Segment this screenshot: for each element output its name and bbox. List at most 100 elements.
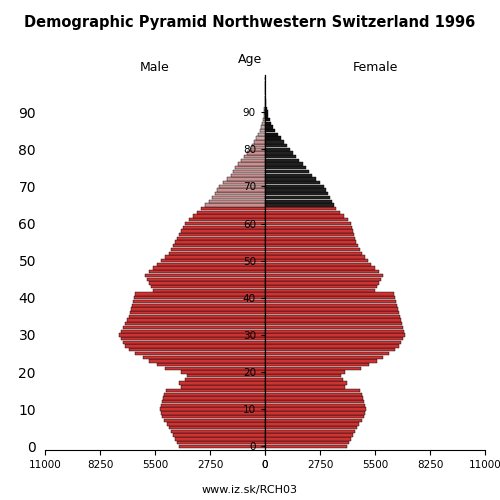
Bar bbox=[205, 204, 265, 206]
Bar bbox=[130, 311, 265, 314]
Bar bbox=[171, 248, 265, 251]
Bar bbox=[161, 259, 265, 262]
Bar bbox=[129, 314, 265, 318]
Bar bbox=[265, 196, 330, 199]
Bar bbox=[265, 158, 299, 162]
Bar bbox=[265, 188, 326, 192]
Bar bbox=[153, 266, 265, 270]
Bar bbox=[265, 392, 362, 396]
Bar bbox=[149, 359, 265, 362]
Bar bbox=[185, 378, 265, 381]
Bar bbox=[247, 152, 265, 154]
Bar bbox=[121, 330, 265, 333]
Bar bbox=[185, 222, 265, 225]
Bar bbox=[265, 262, 371, 266]
Bar bbox=[265, 444, 347, 448]
Bar bbox=[265, 396, 363, 400]
Bar bbox=[223, 181, 265, 184]
Bar bbox=[149, 281, 265, 284]
Bar bbox=[265, 266, 375, 270]
Bar bbox=[175, 437, 265, 440]
Bar bbox=[187, 374, 265, 378]
Bar bbox=[217, 188, 265, 192]
Bar bbox=[265, 200, 332, 203]
Bar bbox=[265, 356, 383, 359]
Bar bbox=[265, 314, 400, 318]
Bar bbox=[265, 166, 306, 170]
Bar bbox=[265, 210, 340, 214]
Bar bbox=[264, 114, 265, 117]
Bar bbox=[157, 363, 265, 366]
Bar bbox=[265, 114, 268, 117]
Bar bbox=[265, 274, 383, 277]
Bar bbox=[173, 244, 265, 248]
Bar bbox=[265, 178, 316, 180]
Bar bbox=[265, 192, 328, 196]
Bar bbox=[265, 304, 397, 307]
Bar bbox=[254, 140, 265, 143]
Bar bbox=[265, 136, 281, 140]
Bar bbox=[265, 441, 349, 444]
Bar bbox=[164, 392, 265, 396]
Bar bbox=[193, 214, 265, 218]
Bar bbox=[265, 244, 358, 248]
Bar bbox=[238, 162, 265, 166]
Bar bbox=[166, 389, 265, 392]
Bar bbox=[265, 437, 351, 440]
Bar bbox=[265, 382, 347, 385]
Bar bbox=[265, 307, 398, 310]
Bar bbox=[265, 378, 343, 381]
Bar bbox=[265, 426, 357, 430]
Bar bbox=[201, 207, 265, 210]
Bar bbox=[263, 118, 265, 121]
Bar bbox=[265, 385, 345, 388]
Bar bbox=[132, 304, 265, 307]
Bar bbox=[265, 322, 402, 326]
Bar bbox=[123, 326, 265, 329]
Bar bbox=[265, 252, 362, 255]
Bar bbox=[265, 218, 348, 222]
Bar bbox=[265, 226, 352, 229]
Bar bbox=[179, 444, 265, 448]
Bar bbox=[265, 174, 312, 177]
Bar bbox=[265, 122, 271, 125]
Bar bbox=[265, 363, 369, 366]
Bar bbox=[265, 296, 395, 300]
Bar bbox=[265, 359, 377, 362]
Bar bbox=[265, 207, 336, 210]
Bar bbox=[181, 370, 265, 374]
Bar bbox=[125, 344, 265, 348]
Bar bbox=[265, 344, 399, 348]
Bar bbox=[160, 408, 265, 411]
Bar bbox=[260, 129, 265, 132]
Bar bbox=[265, 184, 324, 188]
Bar bbox=[181, 385, 265, 388]
Bar bbox=[265, 230, 353, 232]
Bar bbox=[265, 370, 345, 374]
Bar bbox=[215, 192, 265, 196]
Bar bbox=[149, 270, 265, 274]
Bar bbox=[265, 204, 334, 206]
Bar bbox=[265, 348, 395, 352]
Bar bbox=[252, 144, 265, 147]
Bar bbox=[265, 408, 366, 411]
Title: Male: Male bbox=[140, 61, 170, 74]
Bar bbox=[265, 418, 362, 422]
Bar bbox=[131, 307, 265, 310]
Bar bbox=[179, 233, 265, 236]
Bar bbox=[161, 411, 265, 414]
Bar bbox=[163, 396, 265, 400]
Bar bbox=[209, 200, 265, 203]
Bar bbox=[265, 256, 365, 258]
Bar bbox=[261, 126, 265, 128]
Bar bbox=[265, 126, 273, 128]
Bar bbox=[175, 240, 265, 244]
Bar bbox=[265, 214, 344, 218]
Bar bbox=[265, 300, 396, 303]
Bar bbox=[265, 222, 351, 225]
Bar bbox=[265, 311, 399, 314]
Bar bbox=[135, 292, 265, 296]
Bar bbox=[250, 148, 265, 151]
Bar bbox=[265, 411, 365, 414]
Bar bbox=[265, 422, 359, 426]
